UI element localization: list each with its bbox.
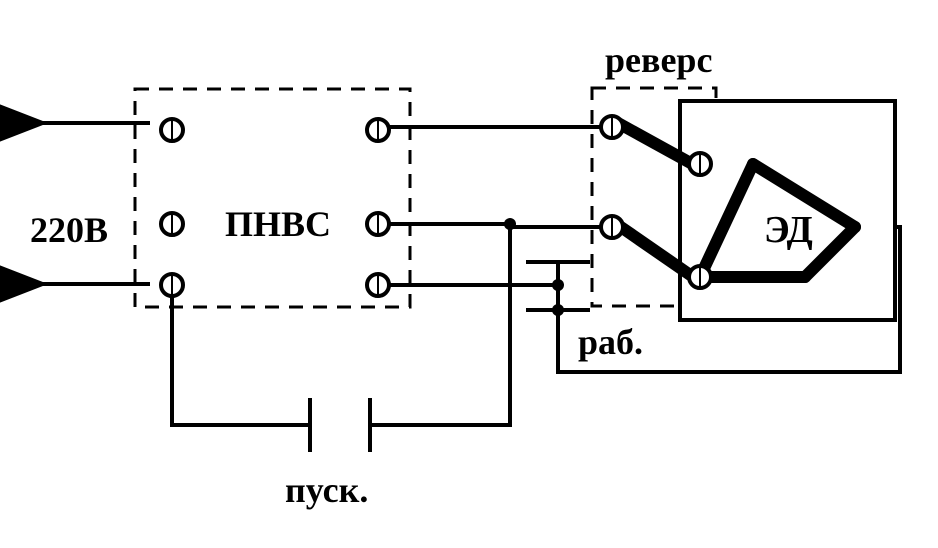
terminal-pnvs_left_mid: [161, 213, 183, 235]
terminal-pnvs_right_bot: [367, 274, 389, 296]
terminal-pnvs_left_bot: [161, 274, 183, 296]
label-reverse: реверс: [605, 40, 712, 80]
label-220v: 220В: [30, 210, 108, 250]
label-start-cap: пуск.: [285, 470, 368, 510]
label-run-cap: раб.: [578, 322, 643, 362]
terminal-pnvs_right_top: [367, 119, 389, 141]
terminal-rev_left_bot: [601, 216, 623, 238]
terminal-rev_right_bot: [689, 266, 711, 288]
terminal-pnvs_right_mid: [367, 213, 389, 235]
terminal-rev_left_top: [601, 116, 623, 138]
terminal-pnvs_left_top: [161, 119, 183, 141]
junction-nodes: [504, 218, 564, 316]
terminal-rev_right_top: [689, 153, 711, 175]
label-pnvs: ПНВС: [225, 204, 331, 244]
dashed-boxes: [135, 88, 716, 307]
label-motor: ЭД: [764, 209, 813, 251]
